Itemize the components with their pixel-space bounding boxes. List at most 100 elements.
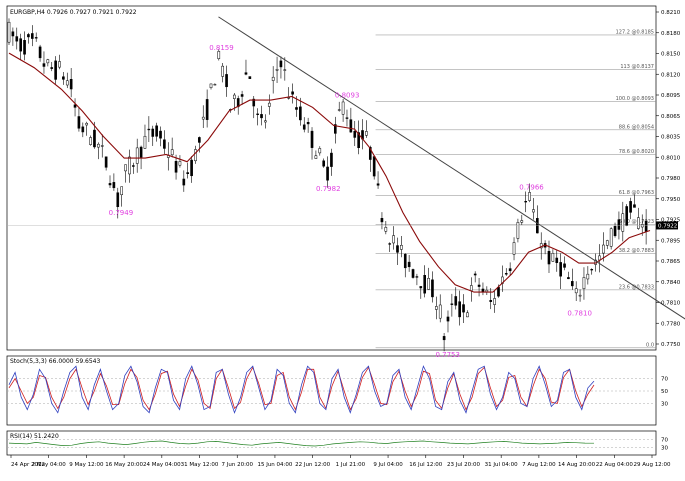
candle-body: [376, 183, 380, 186]
candle-body: [423, 275, 426, 294]
candle-body: [341, 101, 345, 115]
time-tick-label: 9 May 12:00: [69, 462, 104, 468]
time-tick-label: 16 May 20:00: [105, 462, 143, 468]
candle-body: [81, 126, 85, 133]
candle-body: [38, 46, 42, 59]
candle-body: [201, 116, 205, 120]
fibonacci-levels: 127.2 @0.8185 113 @0.8137 100.0 @0.8093 88.…: [375, 29, 656, 348]
candle-body: [625, 206, 629, 226]
candle-body: [244, 72, 248, 75]
candle-body: [640, 224, 644, 228]
candle-body: [205, 99, 209, 120]
candle-body: [302, 124, 306, 130]
candle-body: [186, 172, 190, 174]
candle-body: [89, 137, 92, 145]
candle-body: [30, 33, 34, 39]
candle-body: [427, 278, 430, 290]
candle-body: [326, 166, 329, 181]
candle-body: [65, 80, 69, 86]
candle-body: [353, 131, 357, 138]
stochastic-levels: 70 50 30: [7, 377, 668, 407]
candle-body: [617, 219, 621, 230]
candle-body: [489, 300, 493, 302]
candle-body: [570, 281, 574, 287]
price-tick-label: 0.8180: [661, 31, 681, 37]
price-annotation: 0.7966: [519, 184, 544, 192]
candle-body: [458, 301, 461, 318]
time-tick-label: 2 May 04:00: [32, 462, 67, 468]
price-annotation: 0.7949: [109, 209, 134, 217]
price-tick-label: 0.7750: [661, 342, 681, 348]
candle-body: [559, 262, 562, 277]
candle-body: [267, 102, 271, 107]
candle-body: [11, 31, 15, 37]
candle-body: [567, 277, 570, 280]
candle-body: [365, 131, 368, 136]
candle-body: [357, 132, 360, 148]
time-tick-label: 24 Apr 2012: [11, 462, 45, 468]
candle-body: [368, 147, 372, 160]
rsi-line: [8, 440, 595, 447]
candle-body: [100, 145, 104, 147]
candle-body: [508, 268, 512, 272]
candle-body: [644, 220, 648, 232]
candle-body: [256, 113, 259, 115]
candle-body: [170, 149, 174, 156]
candle-body: [7, 21, 11, 43]
candle-body: [116, 192, 120, 208]
stochastic-signal-line: [8, 366, 595, 411]
candle-body: [345, 117, 349, 119]
candle-body: [85, 122, 89, 126]
price-tick-label: 0.7895: [661, 238, 681, 244]
candle-body: [264, 120, 267, 123]
candle-body: [516, 222, 520, 239]
candle-body: [407, 261, 411, 268]
candle-body: [551, 253, 555, 262]
candle-body: [275, 69, 279, 71]
candle-body: [574, 288, 578, 294]
candle-body: [621, 213, 625, 232]
candle-body: [190, 159, 193, 177]
candle-body: [174, 160, 178, 173]
price-tick-label: 0.8095: [661, 93, 681, 99]
candle-body: [497, 287, 500, 297]
candle-body: [462, 304, 465, 313]
price-tick-label: 0.7980: [661, 176, 681, 182]
candle-body: [50, 67, 54, 69]
candle-body: [330, 152, 333, 167]
price-axis: 0.8210 0.8180 0.8150 0.8120 0.8095 0.8065 0.80…: [7, 10, 681, 348]
candle-body: [469, 285, 473, 291]
rsi-level-label: 30: [661, 446, 668, 452]
price-annotation: 0.8159: [209, 44, 234, 52]
candle-body: [310, 130, 314, 148]
time-tick-label: 31 Jul 04:00: [485, 462, 518, 468]
time-tick-label: 7 Aug 12:00: [522, 462, 556, 468]
stochastic-level-label: 50: [661, 389, 668, 395]
candle-body: [582, 277, 586, 290]
candle-body: [155, 125, 158, 137]
time-tick-label: 15 Jun 04:00: [257, 462, 292, 468]
candle-body: [151, 128, 155, 137]
candle-body: [128, 156, 131, 175]
candle-body: [388, 243, 392, 245]
candle-body: [415, 276, 419, 278]
price-tick-label: 0.7925: [661, 218, 681, 224]
candle-body: [477, 284, 481, 287]
current-price-tag: 0.7922: [656, 221, 678, 230]
rsi-panel: [6, 430, 657, 456]
trendline: [218, 16, 685, 320]
candle-body: [438, 304, 442, 319]
rsi-header: RSI(14) 51.2420: [10, 433, 59, 440]
stochastic-level-label: 30: [661, 401, 668, 407]
candle-body: [104, 156, 108, 168]
fib-level-label: 0.0: [646, 342, 654, 348]
price-candles: [7, 18, 648, 352]
candle-body: [271, 76, 275, 81]
candle-body: [442, 336, 446, 341]
symbol-header: EURGBP,H4 0.7926 0.7927 0.7921 0.7922: [10, 9, 137, 16]
candle-body: [252, 98, 256, 107]
candle-body: [524, 201, 528, 203]
candle-body: [279, 60, 283, 68]
